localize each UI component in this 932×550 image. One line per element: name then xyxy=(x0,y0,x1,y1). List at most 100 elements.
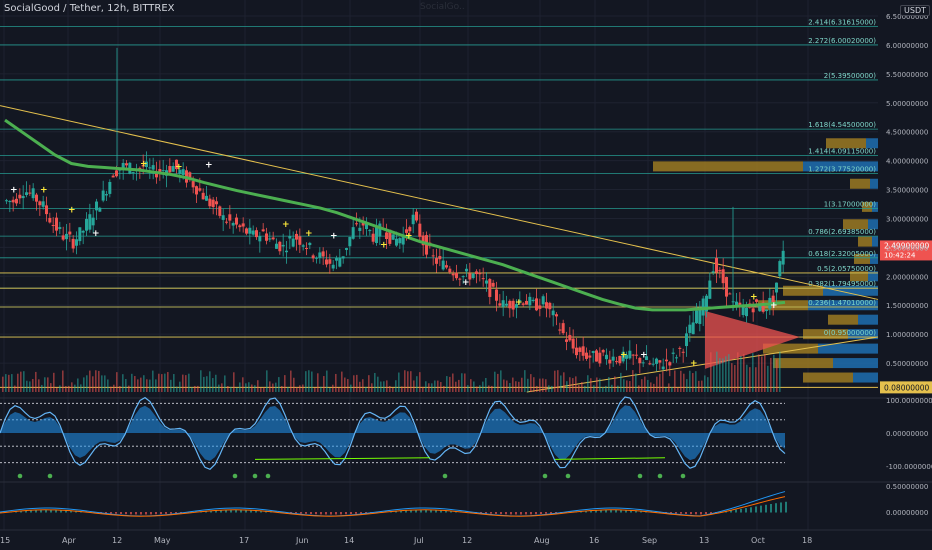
candle-body-64-1 xyxy=(648,363,652,365)
candle-body-74-0 xyxy=(745,307,748,317)
candle-body-17-2 xyxy=(181,169,185,175)
y-tick-label-12: 0.50000000 xyxy=(886,360,928,368)
volume-bar-97 xyxy=(293,377,295,392)
volume-bar-90 xyxy=(272,383,274,392)
volume-bar-105 xyxy=(317,373,319,392)
volume-bar-229 xyxy=(689,370,691,392)
volume-bar-147 xyxy=(443,385,445,392)
macd-hist-685 xyxy=(685,512,687,514)
volume-bar-2 xyxy=(8,374,10,392)
volume-bar-119 xyxy=(359,381,361,392)
volume-bar-22 xyxy=(68,385,70,392)
macd-hist-780 xyxy=(780,502,782,513)
volume-bar-41 xyxy=(125,379,127,392)
macd-hist-125 xyxy=(125,512,127,515)
candle-body-1-2 xyxy=(21,196,25,199)
candle-body-45-2 xyxy=(461,276,465,278)
volume-profile-blue-2 xyxy=(870,178,878,189)
volume-bar-50 xyxy=(152,370,154,392)
candle-body-49-0 xyxy=(495,289,498,301)
volume-bar-63 xyxy=(191,387,193,392)
macd-hist-750 xyxy=(750,507,752,513)
countdown-label: 10:42:24 xyxy=(884,251,916,259)
volume-bar-227 xyxy=(683,373,685,392)
candle-body-63-1 xyxy=(638,357,642,364)
volume-bar-68 xyxy=(206,376,208,392)
signal-marker-11: + xyxy=(405,232,413,242)
support-price-label: 0.08000000 xyxy=(884,383,930,392)
fib-label-5: 1.272(3.77520000) xyxy=(808,166,876,174)
volume-bar-11 xyxy=(35,371,37,392)
volume-bar-1 xyxy=(5,374,7,392)
macd-hist-135 xyxy=(135,512,137,515)
osc-dot-6 xyxy=(542,473,548,479)
candle-body-54-0 xyxy=(545,302,548,309)
volume-bar-144 xyxy=(434,380,436,392)
volume-bar-174 xyxy=(524,370,526,392)
x-tick-label-7: Jul xyxy=(413,536,424,545)
candle-body-24-1 xyxy=(248,227,252,234)
y-tick-label-8: 2.50000000 xyxy=(886,244,928,252)
volume-bar-99 xyxy=(299,385,301,392)
candle-body-20-0 xyxy=(205,195,208,201)
volume-profile-blue-14 xyxy=(853,372,878,383)
candle-body-44-2 xyxy=(451,273,455,276)
candle-body-38-1 xyxy=(388,229,392,244)
candle-body-70-1 xyxy=(708,280,712,299)
volume-bar-164 xyxy=(494,371,496,392)
candle-body-20-2 xyxy=(211,199,215,208)
macd-hist-160 xyxy=(160,512,162,515)
macd-hist-165 xyxy=(165,512,167,514)
volume-profile-blue-8 xyxy=(823,285,878,296)
macd-hist-765 xyxy=(765,504,767,513)
volume-bar-54 xyxy=(164,373,166,392)
candle-body-4-1 xyxy=(48,217,52,223)
candle-body-15-1 xyxy=(158,169,162,172)
macd-hist-40 xyxy=(40,510,42,513)
volume-bar-202 xyxy=(608,377,610,392)
candle-body-62-2 xyxy=(631,354,635,356)
volume-bar-251 xyxy=(755,367,757,392)
signal-marker-5: + xyxy=(175,162,183,172)
volume-bar-42 xyxy=(128,385,130,392)
candle-body-67-2 xyxy=(681,351,685,353)
y-tick-label-9: 2.00000000 xyxy=(886,273,928,281)
candle-body-10-0 xyxy=(105,194,108,196)
candle-body-3-2 xyxy=(41,201,45,207)
volume-bar-101 xyxy=(305,371,307,392)
volume-bar-143 xyxy=(431,383,433,392)
currency-badge[interactable]: USDT xyxy=(900,5,930,16)
macd-hist-630 xyxy=(630,510,632,513)
candle-body-20-1 xyxy=(208,198,212,207)
macd-hist-260 xyxy=(260,510,262,513)
volume-bar-59 xyxy=(179,381,181,392)
volume-bar-18 xyxy=(56,387,58,392)
candle-body-54-2 xyxy=(551,310,555,316)
candle-body-16-2 xyxy=(171,165,175,172)
volume-bar-66 xyxy=(200,370,202,392)
macd-hist-245 xyxy=(245,510,247,513)
volume-bar-172 xyxy=(518,381,520,392)
macd-hist-535 xyxy=(535,512,537,515)
y-tick-label-4: 4.50000000 xyxy=(886,129,928,137)
y-tick-label-10: 1.50000000 xyxy=(886,302,928,310)
candle-body-8-1 xyxy=(88,214,92,230)
candle-body-14-1 xyxy=(148,167,152,169)
volume-bar-58 xyxy=(176,386,178,392)
volume-bar-208 xyxy=(626,380,628,392)
macd-hist-590 xyxy=(590,510,592,513)
volume-bar-121 xyxy=(365,386,367,392)
candle-body-34-1 xyxy=(348,237,352,247)
macd-hist-155 xyxy=(155,512,157,515)
candle-body-11-2 xyxy=(121,162,125,170)
candle-body-47-0 xyxy=(475,271,478,275)
volume-bar-252 xyxy=(758,354,760,392)
candle-body-14-0 xyxy=(145,161,148,168)
candle-body-6-0 xyxy=(65,233,68,240)
volume-bar-125 xyxy=(377,376,379,392)
volume-bar-131 xyxy=(395,380,397,392)
candle-body-76-0 xyxy=(765,309,768,312)
candle-body-31-2 xyxy=(321,251,325,257)
candle-body-35-1 xyxy=(358,227,362,231)
